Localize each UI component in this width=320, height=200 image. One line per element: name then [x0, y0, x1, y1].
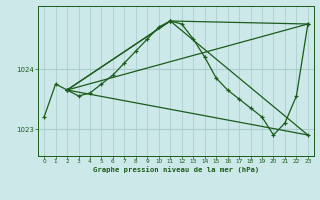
X-axis label: Graphe pression niveau de la mer (hPa): Graphe pression niveau de la mer (hPa) — [93, 166, 259, 173]
